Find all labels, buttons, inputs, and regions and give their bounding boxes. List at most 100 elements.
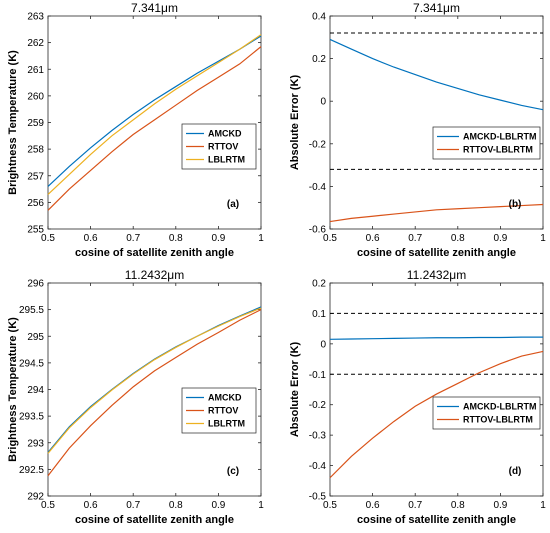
legend-label: LBLRTM xyxy=(208,419,245,429)
y-tick-label: 292 xyxy=(27,492,44,503)
y-tick-label: 294 xyxy=(27,385,44,396)
x-tick-label: 0.5 xyxy=(41,500,55,511)
series-line-lblrtm xyxy=(47,34,262,195)
chart-d: 0.5 0.6 0.7 0.8 0.9 1 -0.5 -0.4 -0.3 -0.2 -0.1 0 0.1… xyxy=(289,268,546,526)
y-tick-label: 255 xyxy=(27,225,44,236)
x-tick-label: 0.7 xyxy=(126,500,140,511)
y-tick-label: 295.5 xyxy=(19,305,44,316)
y-tick-label: -0.4 xyxy=(309,182,327,193)
panel-label: (d) xyxy=(509,466,522,477)
legend: AMCKD RTTOV LBLRTM xyxy=(181,387,257,434)
x-tick-label: 1 xyxy=(540,500,546,511)
legend-label: RTTOV xyxy=(208,406,238,416)
series-line-rttov xyxy=(47,309,262,477)
series-line-rttov-lblrtm xyxy=(329,203,544,223)
y-tick-label: 292.5 xyxy=(19,465,44,476)
x-tick-label: 0.7 xyxy=(408,233,422,244)
plot-area xyxy=(329,282,544,497)
chart-title: 7.341μm xyxy=(413,1,460,15)
y-axis-label: Absolute Error (K) xyxy=(289,74,301,170)
plot-area xyxy=(329,15,544,230)
y-tick-label: 261 xyxy=(27,65,44,76)
series-line-amckd-lblrtm xyxy=(329,38,544,111)
x-tick-label: 0.8 xyxy=(451,500,465,511)
y-tick-label: 0.2 xyxy=(312,279,326,290)
y-tick-label: 293 xyxy=(27,438,44,449)
y-tick-label: -0.5 xyxy=(309,492,327,503)
y-tick-label: 259 xyxy=(27,118,44,129)
series-line-amckd-lblrtm xyxy=(329,336,543,340)
x-tick-label: 1 xyxy=(540,233,546,244)
y-tick-label: 256 xyxy=(27,198,44,209)
x-tick-label: 0.6 xyxy=(84,233,98,244)
y-tick-label: 262 xyxy=(27,38,44,49)
y-tick-label: -0.6 xyxy=(309,225,327,236)
x-tick-label: 0.9 xyxy=(211,233,225,244)
y-tick-label: 294.5 xyxy=(19,358,44,369)
legend-box xyxy=(432,126,541,160)
legend-label: AMCKD xyxy=(208,129,242,139)
chart-c: 0.5 0.6 0.7 0.8 0.9 1 292 292.5 293 293.5 294 294.5… xyxy=(7,268,264,526)
panel-label: (b) xyxy=(509,199,522,210)
legend: AMCKD-LBLRTM RTTOV-LBLRTM xyxy=(432,396,541,430)
x-tick-label: 0.5 xyxy=(323,500,337,511)
legend-label: RTTOV xyxy=(208,142,238,152)
legend: AMCKD-LBLRTM RTTOV-LBLRTM xyxy=(432,126,541,160)
x-tick-label: 0.9 xyxy=(493,233,507,244)
y-tick-label: 295 xyxy=(27,332,44,343)
series-line-amckd xyxy=(47,35,262,187)
chart-title: 11.2432μm xyxy=(125,268,184,282)
x-axis-label: cosine of satellite zenith angle xyxy=(75,247,234,259)
legend-label: LBLRTM xyxy=(208,155,245,165)
x-tick-label: 0.6 xyxy=(366,233,380,244)
chart-title: 7.341μm xyxy=(131,1,178,15)
x-tick-label: 1 xyxy=(258,500,264,511)
y-axis-label: Absolute Error (K) xyxy=(289,341,301,437)
legend-box xyxy=(432,396,541,430)
x-tick-label: 0.7 xyxy=(126,233,140,244)
x-axis-label: cosine of satellite zenith angle xyxy=(357,247,516,259)
y-tick-label: -0.1 xyxy=(309,370,327,381)
series-line-lblrtm xyxy=(47,307,262,454)
legend-label: AMCKD xyxy=(208,393,242,403)
y-tick-label: 263 xyxy=(27,12,44,23)
y-tick-label: 0 xyxy=(320,97,326,108)
y-tick-label: 260 xyxy=(27,91,44,102)
chart-a: 0.5 0.6 0.7 0.8 0.9 1 255 256 257 258 259 260 261 262… xyxy=(7,1,264,259)
y-tick-label: 0.2 xyxy=(312,54,326,65)
x-tick-label: 0.6 xyxy=(84,500,98,511)
x-tick-label: 1 xyxy=(258,233,264,244)
chart-b: 0.5 0.6 0.7 0.8 0.9 1 -0.6 -0.4 -0.2 0 0.2 0.4 7.341… xyxy=(289,1,546,259)
y-tick-label: -0.4 xyxy=(309,461,327,472)
legend-label: AMCKD-LBLRTM xyxy=(463,132,536,142)
x-tick-label: 0.8 xyxy=(169,233,183,244)
legend-label: RTTOV-LBLRTM xyxy=(463,145,533,155)
y-axis-label: Brightness Temperature (K) xyxy=(7,50,19,195)
plot-area xyxy=(47,15,262,230)
legend-label: AMCKD-LBLRTM xyxy=(463,402,536,412)
x-tick-label: 0.8 xyxy=(451,233,465,244)
x-tick-label: 0.5 xyxy=(323,233,337,244)
y-tick-label: -0.2 xyxy=(309,139,327,150)
y-tick-label: 0 xyxy=(320,339,326,350)
y-axis-label: Brightness Temperature (K) xyxy=(7,317,19,462)
x-tick-label: 0.9 xyxy=(493,500,507,511)
series-line-rttov xyxy=(47,46,262,211)
x-axis-label: cosine of satellite zenith angle xyxy=(357,514,516,526)
y-tick-label: 0.4 xyxy=(312,12,326,23)
y-tick-label: -0.3 xyxy=(309,431,327,442)
chart-title: 11.2432μm xyxy=(407,268,466,282)
x-tick-label: 0.8 xyxy=(169,500,183,511)
y-tick-label: 258 xyxy=(27,145,44,156)
x-tick-label: 0.7 xyxy=(408,500,422,511)
x-tick-label: 0.6 xyxy=(366,500,380,511)
y-tick-label: 293.5 xyxy=(19,412,44,423)
panel-label: (c) xyxy=(227,466,239,477)
legend-label: RTTOV-LBLRTM xyxy=(463,415,533,425)
y-tick-label: 296 xyxy=(27,279,44,290)
y-tick-label: 257 xyxy=(27,171,44,182)
legend: AMCKD RTTOV LBLRTM xyxy=(181,123,257,170)
x-tick-label: 0.9 xyxy=(211,500,225,511)
panel-label: (a) xyxy=(227,199,239,210)
